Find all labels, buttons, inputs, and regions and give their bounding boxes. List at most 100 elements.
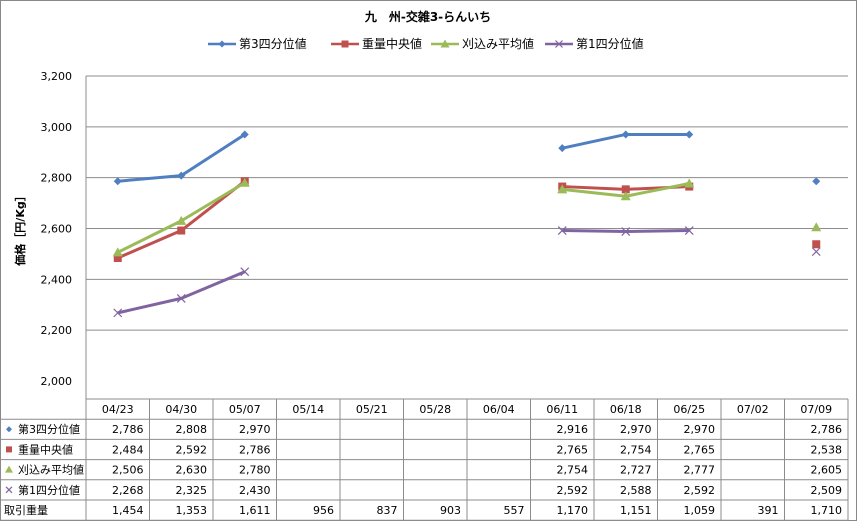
table-row-label: 第1四分位値 [18, 483, 80, 497]
table-cell: 1,170 [557, 504, 589, 517]
table-row-label: 重量中央値 [18, 442, 73, 456]
table-cell: 2,325 [176, 484, 208, 497]
table-cell: 1,059 [684, 504, 716, 517]
table-cell: 557 [504, 504, 525, 517]
data-point [621, 130, 630, 139]
y-tick-label: 2,000 [41, 375, 73, 388]
data-point [112, 247, 123, 257]
x-tick-label: 04/23 [102, 403, 134, 416]
y-tick-label: 2,800 [41, 172, 73, 185]
data-point-stroke [557, 226, 567, 235]
x-tick-label: 07/02 [737, 403, 769, 416]
data-point [341, 40, 349, 48]
table-cell: 903 [440, 504, 461, 517]
data-point [811, 247, 821, 257]
data-point [684, 178, 695, 188]
table-cell: 1,454 [112, 504, 144, 517]
table-cell: 2,592 [557, 484, 589, 497]
data-point [176, 215, 187, 225]
legend-item: 第1四分位値 [545, 36, 644, 51]
legend-item: 刈込み平均値 [431, 36, 534, 51]
x-tick-label: 06/11 [546, 403, 578, 416]
table-cell: 2,765 [557, 443, 589, 456]
data-point-stroke [684, 226, 694, 235]
x-tick-label: 06/04 [483, 403, 515, 416]
data-point [811, 222, 822, 232]
data-table: 04/23 04/30 05/07 05/14 05/21 05/28 06/04 06/11… [0, 381, 849, 521]
data-point [218, 40, 226, 48]
data-point [177, 226, 186, 235]
data-point [113, 177, 122, 186]
data-point-stroke [176, 293, 186, 303]
table-cell: 2,630 [176, 464, 208, 477]
data-point [812, 177, 821, 186]
table-cell: 2,777 [684, 464, 716, 477]
data-point [239, 177, 250, 187]
y-axis-label: 価格［円/Kg］ [13, 190, 27, 266]
table-cell: 2,970 [239, 423, 271, 436]
table-cell: 2,786 [239, 443, 271, 456]
x-tick-label: 05/28 [419, 403, 451, 416]
series-刈込み平均値 [112, 177, 822, 257]
y-tick-label: 2,200 [41, 324, 73, 337]
table-cell: 2,786 [112, 423, 144, 436]
data-point-stroke [240, 267, 250, 277]
x-tick-label: 06/25 [673, 403, 705, 416]
data-point-stroke [811, 247, 821, 257]
table-cell: 2,592 [176, 443, 208, 456]
data-point-stroke [555, 40, 563, 48]
x-tick-label: 05/14 [292, 403, 324, 416]
data-point [621, 227, 631, 236]
data-point [812, 240, 821, 249]
data-point [557, 226, 567, 235]
data-point [557, 184, 568, 194]
series-第1四分位値 [113, 226, 821, 318]
y-tick-label: 3,000 [41, 121, 73, 134]
table-cell: 2,780 [239, 464, 271, 477]
x-tick-label: 07/09 [800, 403, 832, 416]
data-point [621, 185, 630, 194]
table-cell: 2,605 [811, 464, 843, 477]
table-cell: 391 [758, 504, 779, 517]
data-point [177, 171, 186, 180]
legend-label: 重量中央値 [362, 36, 422, 51]
table-cell: 2,916 [557, 423, 589, 436]
y-tick-label: 3,200 [41, 70, 73, 83]
table-cell: 2,506 [112, 464, 144, 477]
table-cell: 2,754 [620, 443, 652, 456]
table-cell: 2,592 [684, 484, 716, 497]
data-point [620, 191, 631, 201]
table-cell: 2,268 [112, 484, 144, 497]
y-axis-ticks: 2,000 2,200 2,400 2,600 2,800 3,000 3,200 [41, 70, 73, 388]
data-point [685, 130, 694, 139]
table-cell: 1,710 [811, 504, 843, 517]
table-row-label: 第3四分位値 [18, 422, 80, 436]
x-tick-label: 05/07 [229, 403, 261, 416]
data-point [5, 486, 13, 494]
table-cell: 2,484 [112, 443, 144, 456]
table-cell: 1,151 [620, 504, 652, 517]
data-point [176, 293, 186, 303]
legend: 第3四分位値 重量中央値 刈込み平均値 第1四分位値 [208, 36, 644, 51]
legend-label: 刈込み平均値 [462, 36, 534, 51]
table-cell: 2,588 [620, 484, 652, 497]
x-tick-label: 06/18 [610, 403, 642, 416]
data-point-stroke [113, 308, 123, 318]
legend-label: 第3四分位値 [239, 36, 307, 51]
data-point [440, 39, 450, 48]
table-cell: 2,727 [620, 464, 652, 477]
series-line [117, 270, 246, 315]
data-point [240, 267, 250, 277]
table-cell: 2,970 [620, 423, 652, 436]
data-point [6, 446, 12, 453]
table-cell: 2,970 [684, 423, 716, 436]
table-cell: 2,808 [176, 423, 208, 436]
y-tick-label: 2,400 [41, 273, 73, 286]
data-point [113, 253, 122, 262]
data-point [240, 130, 249, 139]
table-row-label: 刈込み平均値 [18, 464, 84, 477]
data-point [6, 426, 12, 433]
table-cell: 1,353 [176, 504, 208, 517]
table-cell: 2,538 [811, 443, 843, 456]
